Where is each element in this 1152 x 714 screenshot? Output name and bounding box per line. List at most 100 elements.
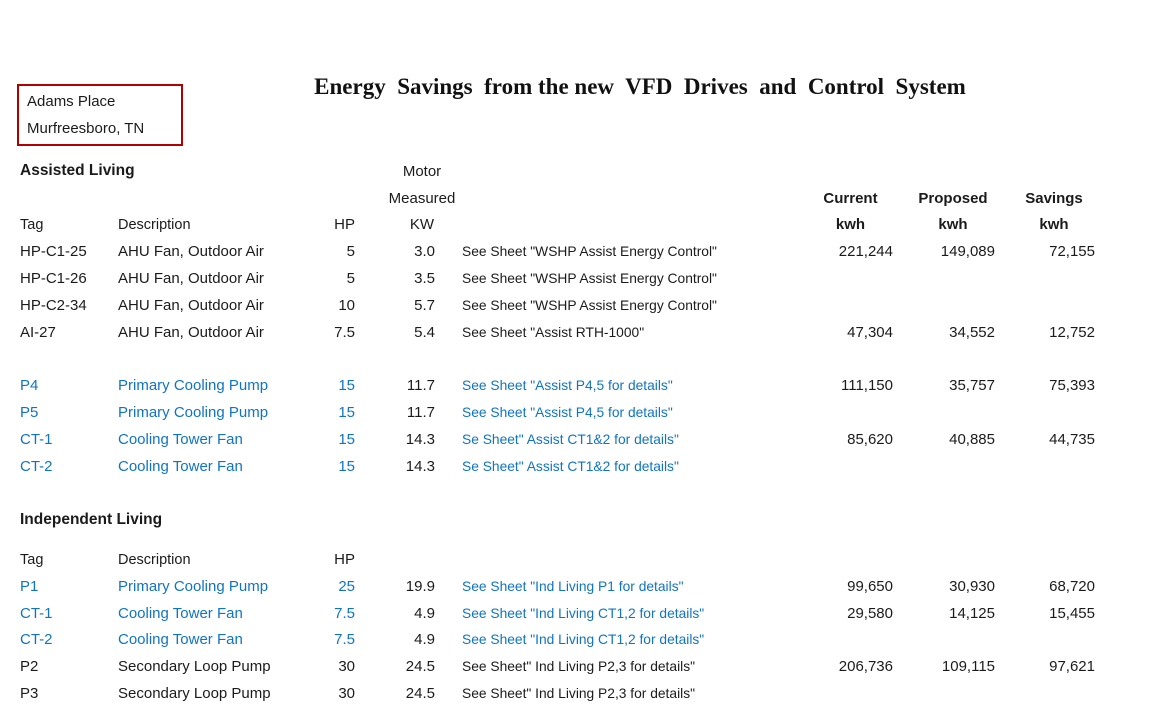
cell-proposed-kwh: 40,885 <box>949 430 995 448</box>
cell-proposed-kwh: 34,552 <box>949 323 995 341</box>
cell-description: Secondary Loop Pump <box>118 658 271 676</box>
cell-description: AHU Fan, Outdoor Air <box>118 323 264 341</box>
cell-savings-kwh: 72,155 <box>1049 243 1095 261</box>
cell-tag: AI-27 <box>20 323 56 341</box>
cell-current-kwh: 29,580 <box>847 604 893 622</box>
cell-kw: 5.7 <box>414 296 435 314</box>
header-kw: KW <box>409 216 435 234</box>
cell-description: AHU Fan, Outdoor Air <box>118 270 264 288</box>
header-tag: Tag <box>20 216 44 233</box>
cell-note: Se Sheet" Assist CT1&2 for details" <box>462 458 679 474</box>
cell-note: See Sheet "Assist RTH-1000" <box>462 324 645 340</box>
cell-proposed-kwh: 14,125 <box>949 604 995 622</box>
cell-hp: 10 <box>338 296 355 314</box>
table-row: HP-C1-25 AHU Fan, Outdoor Air 5 3.0 See … <box>0 238 1152 265</box>
cell-tag: P4 <box>20 377 39 395</box>
location-box: Adams Place Murfreesboro, TN <box>17 84 183 146</box>
cell-proposed-kwh: 109,115 <box>941 658 995 676</box>
blank-row <box>0 480 1152 507</box>
column-header-row: Tag Description HP KW kwh kwh kwh <box>0 212 1152 239</box>
table-row: AI-27 AHU Fan, Outdoor Air 7.5 5.4 See S… <box>0 319 1152 346</box>
section-header-row: Independent Living <box>0 506 1152 533</box>
table-row: P1 Primary Cooling Pump 25 19.9 See Shee… <box>0 573 1152 600</box>
cell-kw: 19.9 <box>405 577 435 595</box>
cell-savings-kwh: 75,393 <box>1049 377 1095 395</box>
cell-note: See Sheet "Ind Living CT1,2 for details" <box>462 632 705 648</box>
cell-description: Primary Cooling Pump <box>118 577 269 595</box>
cell-current-kwh: 206,736 <box>838 658 893 676</box>
cell-tag: HP-C1-26 <box>20 270 87 288</box>
cell-tag: P2 <box>20 658 39 676</box>
cell-note: See Sheet "Ind Living P1 for details" <box>462 578 684 594</box>
table-row: CT-2 Cooling Tower Fan 7.5 4.9 See Sheet… <box>0 627 1152 654</box>
cell-note: Se Sheet" Assist CT1&2 for details" <box>462 431 679 447</box>
cell-savings-kwh: 97,621 <box>1049 658 1095 676</box>
cell-description: Cooling Tower Fan <box>118 430 243 448</box>
cell-hp: 15 <box>338 404 355 422</box>
cell-hp: 5 <box>346 270 355 288</box>
cell-kw: 5.4 <box>414 323 435 341</box>
cell-tag: CT-2 <box>20 631 53 649</box>
cell-kw: 3.5 <box>414 270 435 288</box>
cell-hp: 5 <box>346 243 355 261</box>
cell-kw: 4.9 <box>414 631 435 649</box>
table-row: CT-2 Cooling Tower Fan 15 14.3 Se Sheet"… <box>0 453 1152 480</box>
energy-savings-table: Assisted Living Motor Measured Current P… <box>0 158 1152 707</box>
cell-description: Cooling Tower Fan <box>118 604 243 622</box>
cell-savings-kwh: 68,720 <box>1049 577 1095 595</box>
cell-current-kwh: 85,620 <box>847 430 893 448</box>
location-line1: Adams Place <box>27 93 116 110</box>
cell-description: AHU Fan, Outdoor Air <box>118 243 264 261</box>
header-savings: Savings <box>1025 189 1083 207</box>
table-row: CT-1 Cooling Tower Fan 7.5 4.9 See Sheet… <box>0 600 1152 627</box>
cell-tag: HP-C2-34 <box>20 296 87 314</box>
cell-note: See Sheet "Assist P4,5 for details" <box>462 405 673 421</box>
section-header-row: Assisted Living Motor <box>0 158 1152 185</box>
cell-tag: CT-2 <box>20 457 53 475</box>
blank-row <box>0 533 1152 546</box>
cell-proposed-kwh: 149,089 <box>940 243 995 261</box>
cell-kw: 4.9 <box>414 604 435 622</box>
cell-description: Primary Cooling Pump <box>118 377 269 395</box>
cell-kw: 3.0 <box>414 243 435 261</box>
cell-note: See Sheet" Ind Living P2,3 for details" <box>462 686 695 702</box>
page-title: Energy Savings from the new VFD Drives a… <box>314 74 966 99</box>
cell-note: See Sheet "WSHP Assist Energy Control" <box>462 244 717 260</box>
header-hp: HP <box>334 551 355 569</box>
cell-current-kwh: 221,244 <box>838 243 893 261</box>
section-title-independent-living: Independent Living <box>20 510 163 528</box>
cell-tag: HP-C1-25 <box>20 243 87 261</box>
table-row: P5 Primary Cooling Pump 15 11.7 See Shee… <box>0 399 1152 426</box>
cell-hp: 7.5 <box>334 631 355 649</box>
cell-hp: 30 <box>338 658 355 676</box>
cell-description: AHU Fan, Outdoor Air <box>118 296 264 314</box>
table-row: HP-C2-34 AHU Fan, Outdoor Air 10 5.7 See… <box>0 292 1152 319</box>
header-proposed-kwh: kwh <box>938 216 968 234</box>
cell-savings-kwh: 44,735 <box>1049 430 1095 448</box>
header-hp: HP <box>334 216 355 234</box>
cell-proposed-kwh: 30,930 <box>949 577 995 595</box>
header-proposed: Proposed <box>918 189 988 207</box>
header-current-kwh: kwh <box>835 216 866 234</box>
cell-current-kwh: 99,650 <box>847 577 893 595</box>
cell-kw: 14.3 <box>405 430 435 448</box>
table-row: HP-C1-26 AHU Fan, Outdoor Air 5 3.5 See … <box>0 265 1152 292</box>
header-current: Current <box>823 189 878 207</box>
cell-kw: 24.5 <box>405 685 435 703</box>
cell-hp: 7.5 <box>334 323 355 341</box>
cell-description: Cooling Tower Fan <box>118 631 243 649</box>
cell-description: Primary Cooling Pump <box>118 404 269 422</box>
location-line2: Murfreesboro, TN <box>27 120 145 137</box>
cell-note: See Sheet "Ind Living CT1,2 for details" <box>462 605 705 621</box>
cell-hp: 15 <box>338 457 355 475</box>
section-title-assisted-living: Assisted Living <box>20 162 135 180</box>
cell-note: See Sheet "WSHP Assist Energy Control" <box>462 271 717 287</box>
cell-note: See Sheet" Ind Living P2,3 for details" <box>462 659 695 675</box>
cell-hp: 7.5 <box>334 604 355 622</box>
cell-kw: 14.3 <box>405 457 435 475</box>
table-row: P3 Secondary Loop Pump 30 24.5 See Sheet… <box>0 680 1152 707</box>
header-description: Description <box>118 216 191 233</box>
cell-hp: 15 <box>338 430 355 448</box>
cell-tag: P5 <box>20 404 39 422</box>
